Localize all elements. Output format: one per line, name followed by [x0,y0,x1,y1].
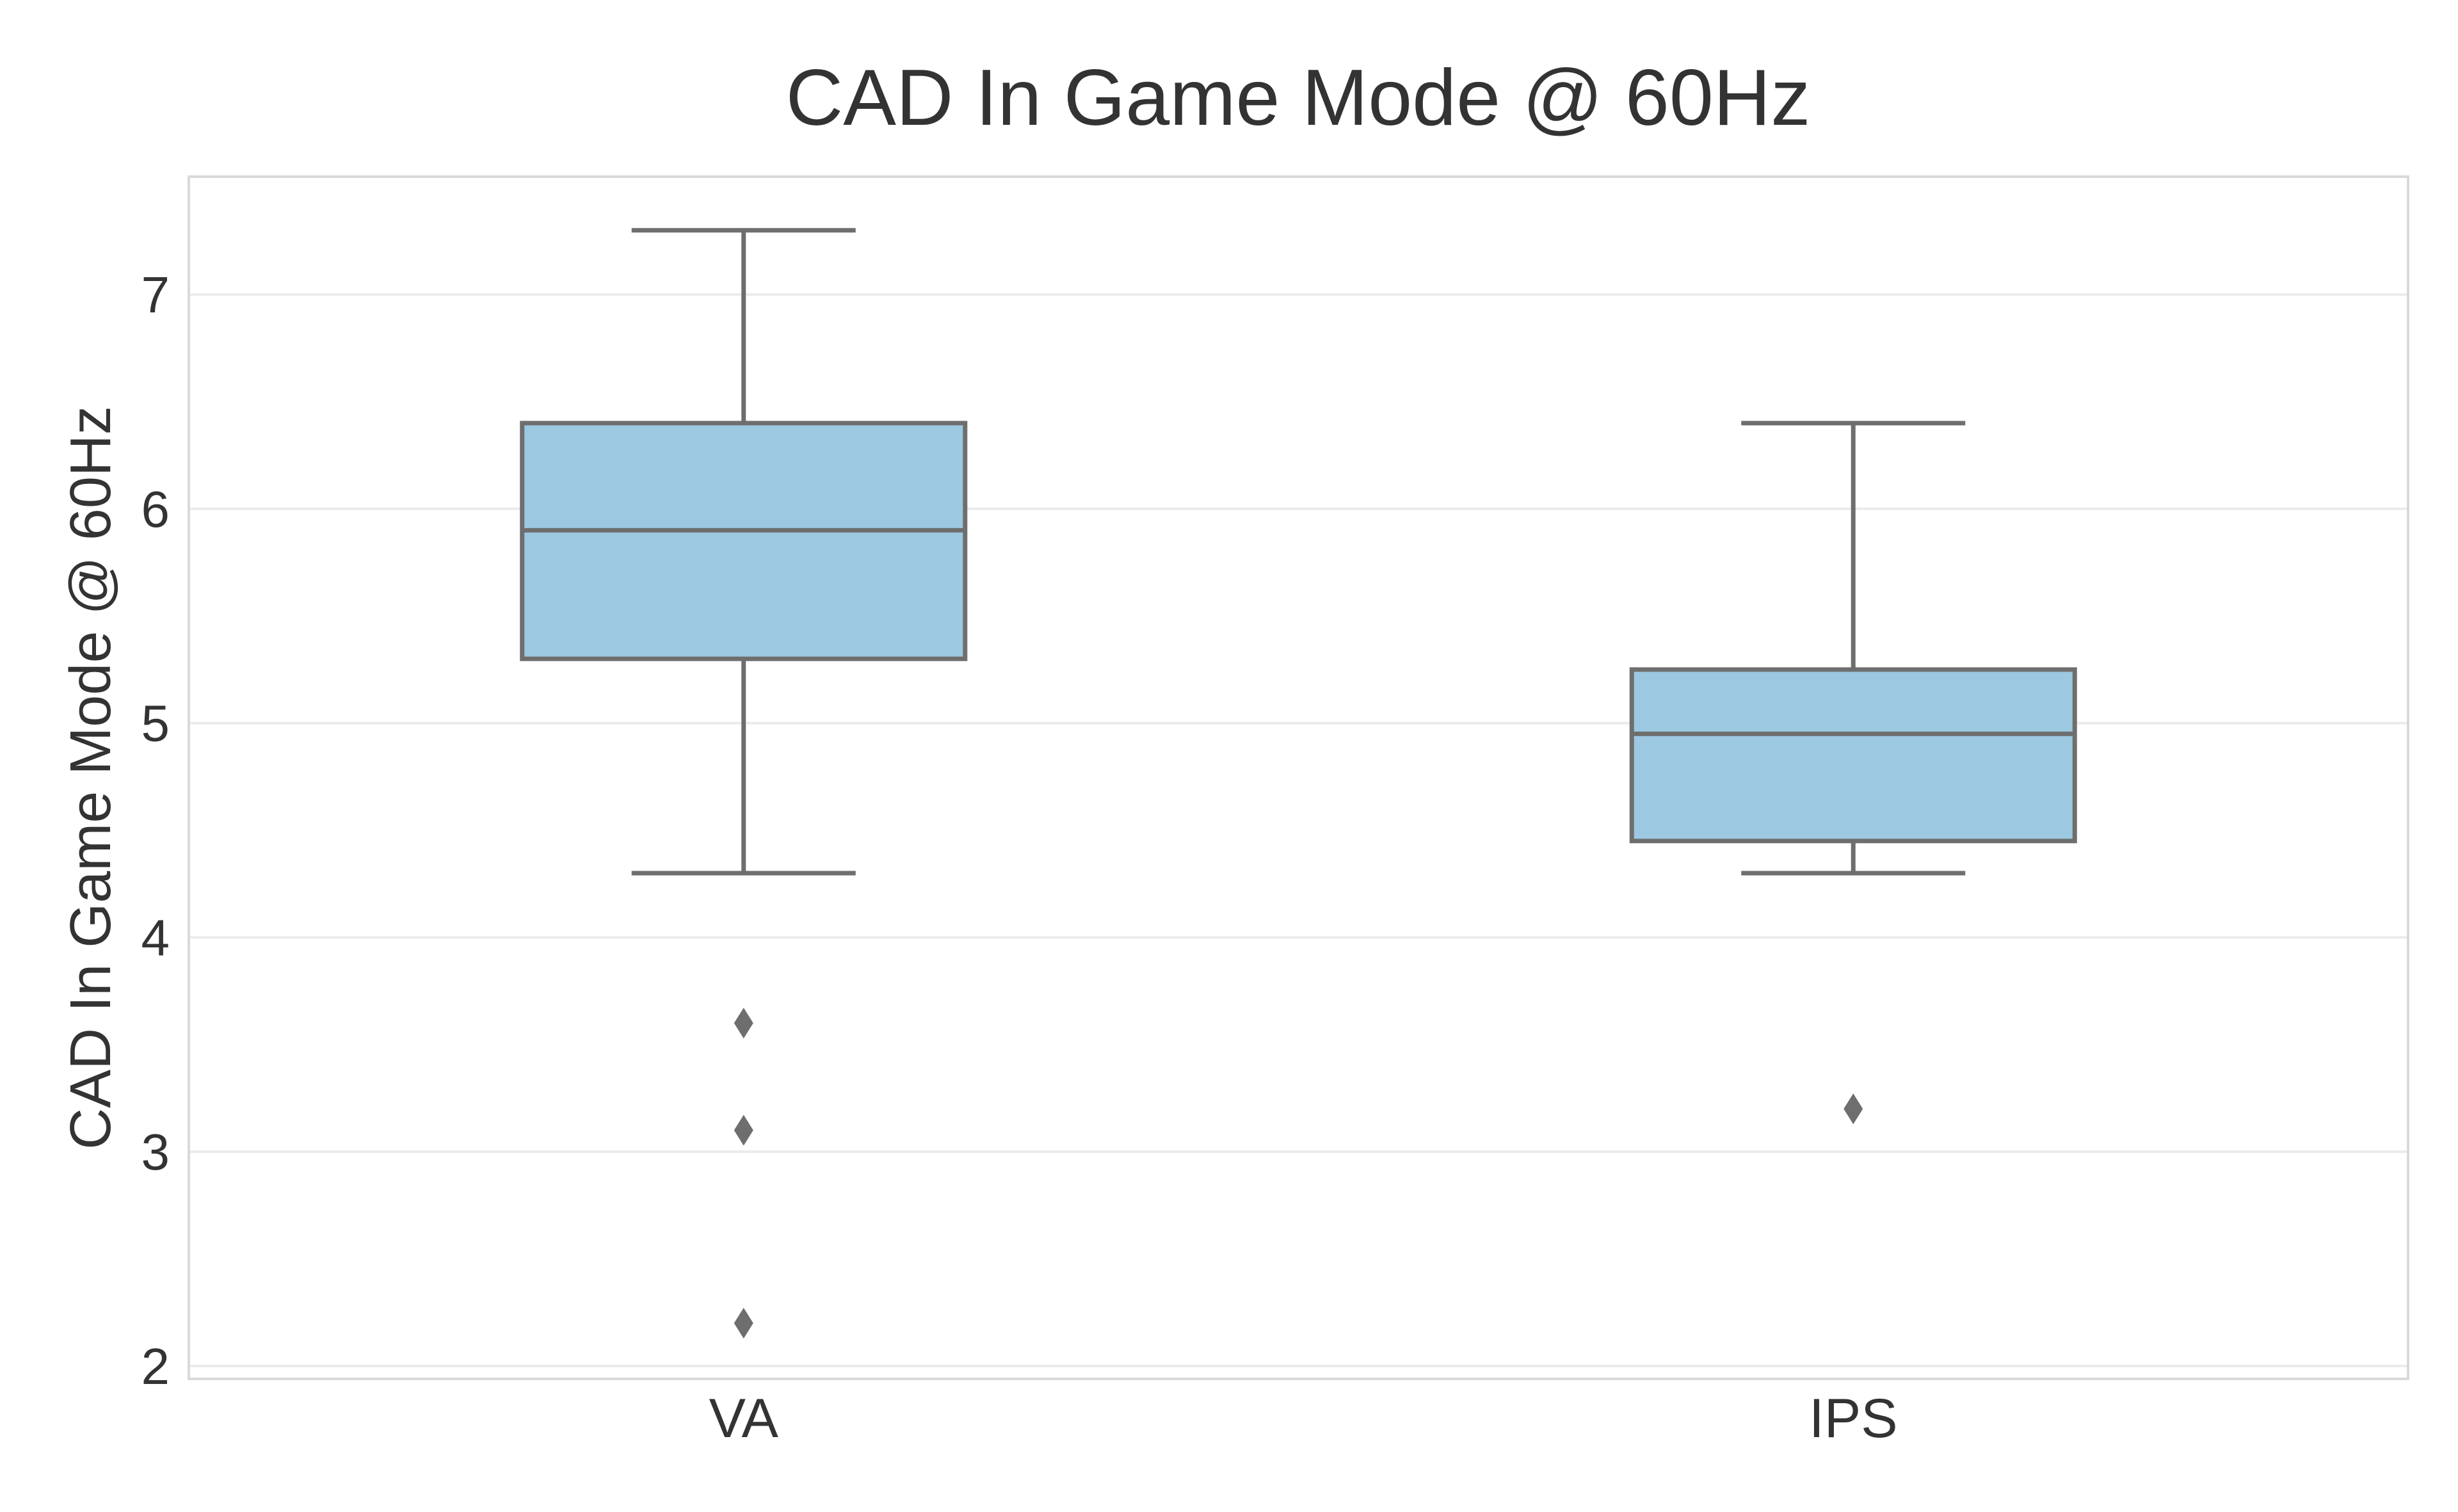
outlier-point [1844,1093,1863,1125]
x-tick-label: IPS [1809,1388,1898,1449]
outlier-point [734,1307,753,1339]
outlier-point [734,1114,753,1146]
outlier-point [734,1008,753,1039]
plot-frame [188,175,2409,1380]
y-tick-label: 3 [141,1123,170,1180]
y-axis: 2 3 4 5 6 7 [141,266,170,1395]
iqr-box [520,421,968,661]
x-tick-label: VA [709,1388,779,1449]
y-tick-label: 4 [141,909,170,966]
chart-title: CAD In Game Mode @ 60Hz [786,54,1811,142]
box-va [520,228,968,1339]
box-ips [1629,421,2077,1125]
boxes [520,228,2077,1339]
iqr-box [1629,667,2077,844]
y-tick-label: 7 [141,266,170,323]
y-tick-label: 2 [141,1338,170,1395]
y-axis-label: CAD In Game Mode @ 60Hz [59,406,123,1150]
x-axis: VA IPS [709,1388,1898,1449]
y-tick-label: 6 [141,481,170,538]
y-tick-label: 5 [141,695,170,752]
